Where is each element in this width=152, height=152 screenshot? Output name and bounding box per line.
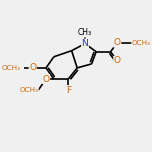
Text: OCH₃: OCH₃ [1, 65, 20, 71]
Text: N: N [82, 39, 88, 48]
Text: OCH₃: OCH₃ [19, 87, 38, 93]
Text: O: O [114, 38, 121, 47]
Text: OCH₃: OCH₃ [132, 40, 151, 46]
Text: O: O [43, 74, 50, 84]
Text: O: O [29, 63, 36, 72]
Text: F: F [66, 86, 71, 95]
Text: O: O [114, 56, 121, 65]
Text: CH₃: CH₃ [78, 28, 92, 37]
